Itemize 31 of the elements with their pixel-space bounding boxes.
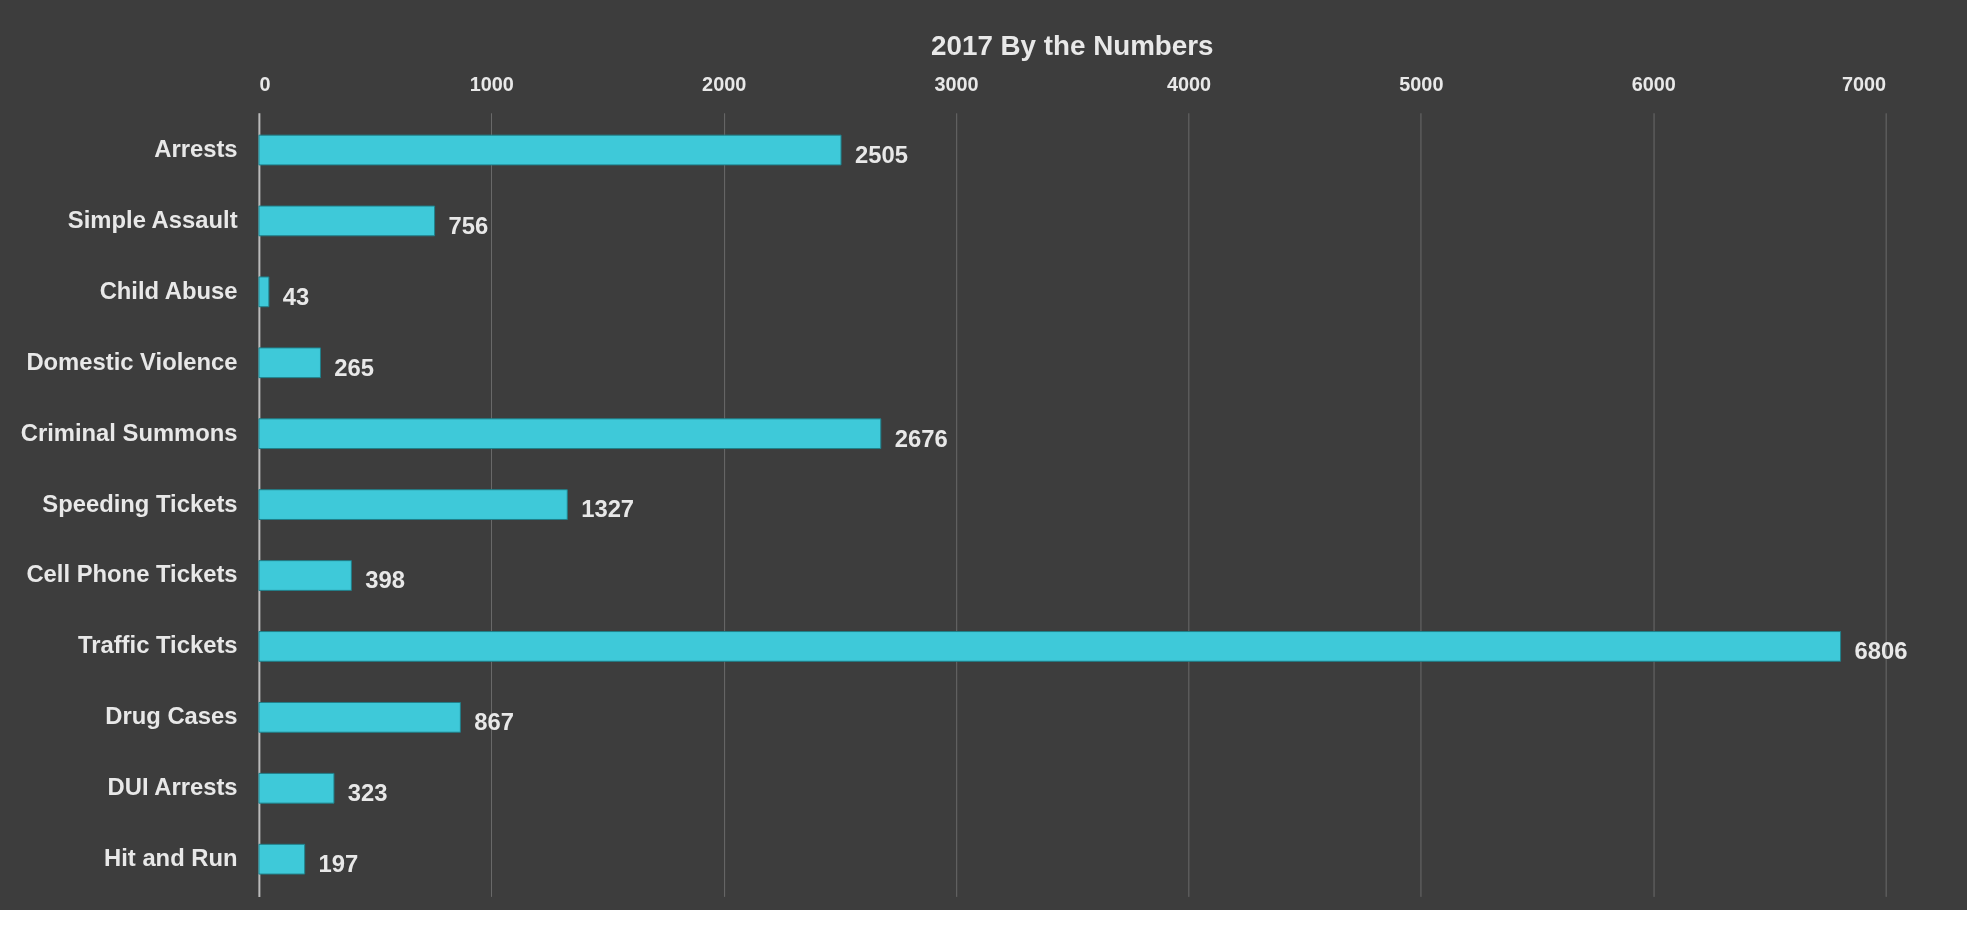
x-tick-label: 0: [259, 73, 271, 96]
chart-title: 2017 By the Numbers: [931, 30, 1214, 62]
x-tick-label: 7000: [1842, 73, 1887, 96]
data-label: 867: [474, 708, 514, 736]
data-label: 265: [334, 353, 375, 381]
x-tick-label: 5000: [1399, 73, 1444, 96]
y-tick-label: Traffic Tickets: [77, 631, 238, 659]
x-tick-label: 2000: [702, 73, 747, 96]
y-tick-label: Simple Assault: [67, 205, 238, 233]
data-label: 2505: [854, 140, 908, 168]
data-label: 323: [347, 779, 388, 807]
y-tick-label: Child Abuse: [99, 276, 238, 304]
y-tick-label: Cell Phone Tickets: [26, 560, 238, 588]
x-tick-label: 4000: [1166, 73, 1212, 96]
y-tick-label: DUI Arrests: [107, 773, 238, 801]
data-label: 43: [282, 282, 310, 310]
data-label: 2676: [894, 424, 948, 452]
data-label: 1327: [581, 495, 635, 523]
y-tick-label: Drug Cases: [105, 702, 238, 730]
y-tick-label: Speeding Tickets: [42, 489, 238, 517]
y-tick-label: Domestic Violence: [26, 347, 238, 375]
y-tick-label: Arrests: [154, 134, 238, 162]
y-tick-label: Hit and Run: [104, 844, 238, 872]
y-tick-label: Criminal Summons: [20, 418, 238, 446]
data-label: 6806: [1854, 637, 1908, 665]
data-label: 197: [318, 850, 359, 878]
data-label: 398: [365, 566, 405, 594]
x-tick-label: 1000: [469, 73, 514, 96]
x-tick-label: 6000: [1631, 73, 1676, 96]
data-label: 756: [448, 211, 489, 239]
x-tick-label: 3000: [934, 73, 979, 96]
